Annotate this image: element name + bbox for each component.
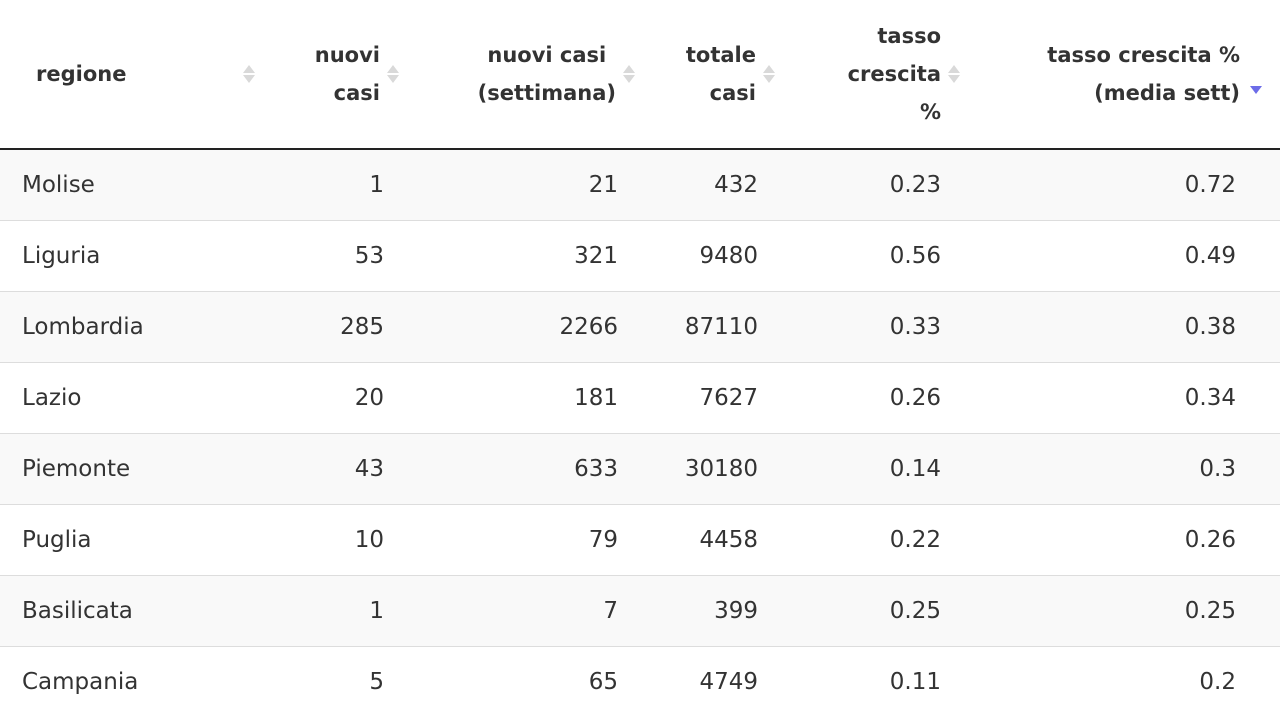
cell-value: 7 <box>402 575 638 647</box>
col-header-nuovi-casi[interactable]: nuovi casi <box>262 0 402 150</box>
col-header-label-line: casi <box>709 81 756 105</box>
col-header-label-line: nuovi <box>314 43 380 67</box>
table-row: Lazio 20 181 7627 0.26 0.34 <box>0 362 1280 434</box>
sort-icon[interactable] <box>760 65 778 83</box>
col-header-tasso-crescita[interactable]: tasso crescita % <box>778 0 963 150</box>
col-header-label-line: tasso <box>877 24 941 48</box>
cell-value: 0.38 <box>963 291 1280 363</box>
table-row: Puglia 10 79 4458 0.22 0.26 <box>0 504 1280 576</box>
col-header-label-line: tasso crescita % <box>1047 43 1240 67</box>
col-header-label-line: (media sett) <box>1094 81 1240 105</box>
table-row: Piemonte 43 633 30180 0.14 0.3 <box>0 433 1280 505</box>
cell-value: 30180 <box>638 433 778 505</box>
cell-value: 0.49 <box>963 220 1280 292</box>
cell-value: 65 <box>402 646 638 716</box>
header-row: regione nuovi casi nuovi casi (se <box>0 0 1280 150</box>
cell-value: 0.23 <box>778 149 963 221</box>
table-row: Liguria 53 321 9480 0.56 0.49 <box>0 220 1280 292</box>
cell-value: 9480 <box>638 220 778 292</box>
sort-icon[interactable] <box>945 65 963 83</box>
col-header-label-line: (settimana) <box>477 81 616 105</box>
cell-value: 0.3 <box>963 433 1280 505</box>
cell-value: 0.14 <box>778 433 963 505</box>
cell-regione: Puglia <box>0 504 262 576</box>
col-header-label-line: totale <box>685 43 756 67</box>
cell-regione: Molise <box>0 149 262 221</box>
cell-value: 321 <box>402 220 638 292</box>
table-body: Molise 1 21 432 0.23 0.72 Liguria 53 321 9480 0.56… <box>0 149 1280 716</box>
cell-value: 20 <box>262 362 402 434</box>
cell-value: 181 <box>402 362 638 434</box>
col-header-label: regione <box>36 62 127 86</box>
cell-value: 0.26 <box>963 504 1280 576</box>
cell-regione: Piemonte <box>0 433 262 505</box>
col-header-totale-casi[interactable]: totale casi <box>638 0 778 150</box>
cell-value: 5 <box>262 646 402 716</box>
col-header-label-line: crescita <box>847 62 941 86</box>
cell-value: 0.56 <box>778 220 963 292</box>
cell-value: 0.11 <box>778 646 963 716</box>
cell-value: 1 <box>262 575 402 647</box>
cell-value: 79 <box>402 504 638 576</box>
cell-value: 21 <box>402 149 638 221</box>
cell-value: 0.34 <box>963 362 1280 434</box>
cell-value: 43 <box>262 433 402 505</box>
cell-value: 0.2 <box>963 646 1280 716</box>
col-header-label-line: nuovi casi <box>487 43 607 67</box>
sort-icon[interactable] <box>240 65 258 83</box>
table-row: Molise 1 21 432 0.23 0.72 <box>0 149 1280 221</box>
cell-value: 10 <box>262 504 402 576</box>
table-row: Campania 5 65 4749 0.11 0.2 <box>0 646 1280 716</box>
col-header-nuovi-casi-settimana[interactable]: nuovi casi (settimana) <box>402 0 638 150</box>
sort-descending-icon[interactable] <box>1250 76 1262 94</box>
sort-icon[interactable] <box>384 65 402 83</box>
cell-value: 2266 <box>402 291 638 363</box>
cell-regione: Lombardia <box>0 291 262 363</box>
cell-value: 432 <box>638 149 778 221</box>
cell-value: 633 <box>402 433 638 505</box>
cell-value: 53 <box>262 220 402 292</box>
cell-regione: Lazio <box>0 362 262 434</box>
cell-value: 1 <box>262 149 402 221</box>
col-header-label-line: casi <box>333 81 380 105</box>
cell-value: 0.33 <box>778 291 963 363</box>
cell-value: 399 <box>638 575 778 647</box>
cell-value: 0.25 <box>963 575 1280 647</box>
cell-value: 0.25 <box>778 575 963 647</box>
cell-value: 87110 <box>638 291 778 363</box>
cell-value: 7627 <box>638 362 778 434</box>
table-row: Lombardia 285 2266 87110 0.33 0.38 <box>0 291 1280 363</box>
col-header-tasso-crescita-media-sett[interactable]: tasso crescita % (media sett) <box>963 0 1280 150</box>
cell-value: 285 <box>262 291 402 363</box>
table-row: Basilicata 1 7 399 0.25 0.25 <box>0 575 1280 647</box>
col-header-regione[interactable]: regione <box>0 0 262 150</box>
sort-icon[interactable] <box>620 65 638 83</box>
cell-value: 4749 <box>638 646 778 716</box>
cell-value: 4458 <box>638 504 778 576</box>
cell-value: 0.26 <box>778 362 963 434</box>
cell-value: 0.72 <box>963 149 1280 221</box>
cell-regione: Liguria <box>0 220 262 292</box>
cell-regione: Basilicata <box>0 575 262 647</box>
cell-regione: Campania <box>0 646 262 716</box>
col-header-label-line: % <box>919 100 941 124</box>
cell-value: 0.22 <box>778 504 963 576</box>
